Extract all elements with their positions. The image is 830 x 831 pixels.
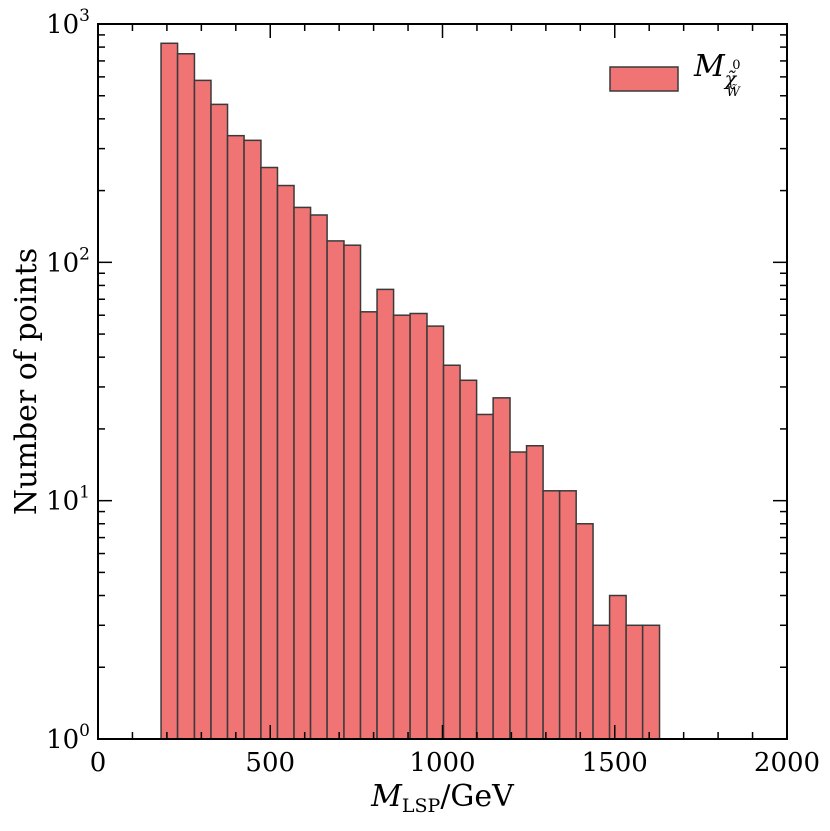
- bar: [492, 397, 511, 740]
- y-tick-exponent: 0: [79, 721, 90, 741]
- bar: [525, 444, 544, 740]
- x-axis-title-sub: LSP: [402, 795, 441, 817]
- x-axis-title-main: M: [370, 779, 403, 814]
- bar: [509, 451, 528, 740]
- y-tick-label: 100: [46, 721, 90, 755]
- plot-frame: [97, 23, 788, 740]
- bar: [442, 364, 461, 740]
- x-axis-title: MLSP/GeV: [370, 779, 515, 817]
- x-tick-label: 0: [90, 748, 107, 778]
- y-tick-label: 102: [46, 244, 90, 278]
- bar: [558, 490, 577, 740]
- bar: [243, 139, 262, 740]
- x-tick-label: 1500: [582, 748, 648, 778]
- bar: [459, 379, 478, 740]
- y-tick-exponent: 1: [79, 483, 90, 503]
- y-tick-base: 10: [46, 248, 79, 278]
- y-tick-exponent: 3: [79, 6, 90, 26]
- legend-label-sup: 0: [732, 58, 740, 73]
- bar: [176, 53, 196, 740]
- bar: [608, 594, 627, 740]
- bar: [376, 288, 395, 740]
- bar: [193, 79, 212, 740]
- bar: [210, 103, 229, 740]
- bar: [426, 325, 445, 740]
- x-tick-label: 500: [245, 748, 295, 778]
- bar: [359, 311, 378, 740]
- bar: [326, 240, 345, 740]
- legend-label-main: M: [693, 49, 726, 84]
- legend-label-sub2: W̃: [727, 84, 742, 100]
- y-tick-base: 10: [46, 725, 79, 755]
- legend: Mχ̃0 W̃: [609, 49, 742, 100]
- bar: [392, 314, 411, 740]
- y-tick-base: 10: [46, 10, 79, 40]
- bar: [575, 523, 594, 740]
- bar: [475, 413, 494, 740]
- y-tick-label: 103: [46, 6, 90, 40]
- bars-group: [160, 42, 661, 740]
- bar: [625, 624, 644, 740]
- bar: [293, 206, 312, 740]
- ticks-group: [97, 23, 788, 740]
- x-tick-label: 2000: [754, 748, 820, 778]
- x-axis-title-unit: /GeV: [440, 779, 515, 814]
- bar: [226, 134, 245, 740]
- y-tick-base: 10: [46, 487, 79, 517]
- bar: [542, 490, 561, 740]
- bar: [309, 214, 328, 740]
- bar: [409, 312, 428, 740]
- y-tick-label: 101: [46, 483, 90, 517]
- legend-label-sub: χ̃: [723, 68, 738, 90]
- bar: [343, 244, 362, 740]
- y-axis-title: Number of points: [9, 248, 44, 515]
- bar: [592, 624, 611, 740]
- bar: [641, 624, 661, 740]
- bar: [260, 166, 279, 740]
- y-tick-exponent: 2: [79, 244, 90, 264]
- bar: [160, 42, 179, 740]
- legend-swatch: [609, 66, 679, 92]
- x-tick-label: 1000: [409, 748, 475, 778]
- bar: [276, 184, 295, 740]
- legend-label: Mχ̃0 W̃: [693, 49, 742, 100]
